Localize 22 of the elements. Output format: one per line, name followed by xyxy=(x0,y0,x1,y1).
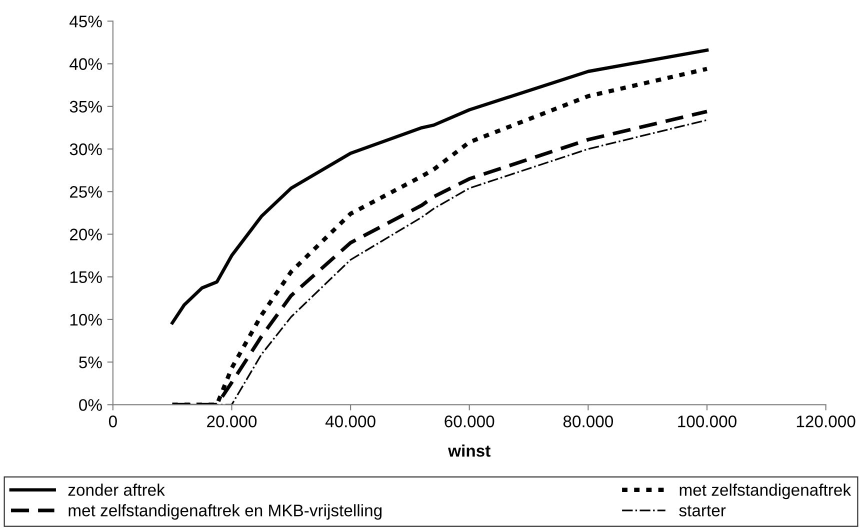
y-tick-label: 10% xyxy=(70,314,102,326)
y-tick-label: 25% xyxy=(70,186,102,198)
x-tick-label: 20.000 xyxy=(207,416,257,428)
y-tick-label: 45% xyxy=(70,16,102,28)
legend-label: met zelfstandigenaftrek xyxy=(680,484,852,500)
y-tick-label: 15% xyxy=(70,271,102,284)
x-tick-label: 100.000 xyxy=(678,416,736,428)
x-axis-title: winst xyxy=(448,444,490,457)
x-tick-label: 120.000 xyxy=(796,416,856,428)
x-tick-label: 80.000 xyxy=(563,416,614,428)
y-tick-label: 40% xyxy=(70,58,102,70)
y-tick-label: 5% xyxy=(79,356,102,368)
y-tick-label: 0% xyxy=(79,399,102,411)
legend-label: starter xyxy=(679,505,726,516)
legend-label: met zelfstandigenaftrek en MKB-vrijstelling xyxy=(68,504,382,520)
legend-label: zonder aftrek xyxy=(68,484,165,496)
x-tick-label: 40.000 xyxy=(325,416,376,428)
y-tick-label: 20% xyxy=(70,228,102,240)
y-tick-label: 35% xyxy=(70,100,102,113)
x-tick-label: 60.000 xyxy=(444,416,494,428)
x-tick-label: 0 xyxy=(108,416,117,428)
y-tick-label: 30% xyxy=(70,143,102,156)
